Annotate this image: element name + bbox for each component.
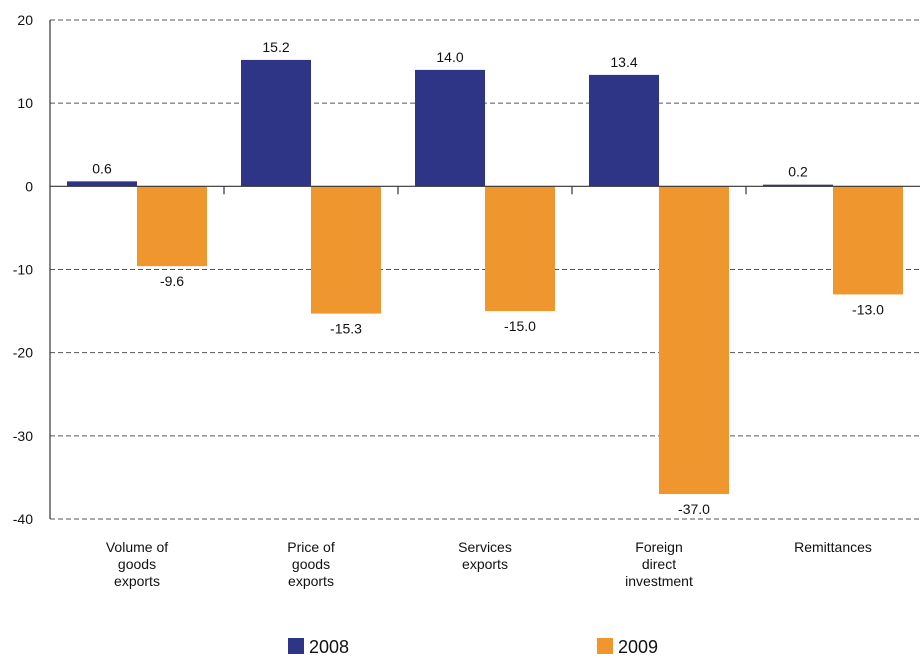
axes: [49, 20, 920, 519]
bar-2009: [311, 186, 381, 314]
bar-2008: [241, 59, 311, 187]
data-label: -9.6: [160, 273, 184, 289]
legend-item-2008: 2008: [288, 637, 349, 657]
data-label: 14.0: [436, 49, 463, 65]
category-labels: Volume of goods exports Price of goods export…: [106, 539, 872, 589]
y-tick-label: 0: [25, 178, 33, 194]
data-label: 0.2: [788, 164, 808, 180]
data-label: 15.2: [262, 39, 289, 55]
bar-2009: [137, 186, 207, 267]
bar-2008: [415, 69, 485, 187]
category-label: Foreign direct investment: [625, 539, 693, 589]
data-label: 0.6: [92, 160, 112, 176]
y-tick-label: -30: [13, 428, 33, 444]
data-label: -15.0: [504, 318, 536, 334]
bar-2008: [763, 184, 833, 187]
y-tick-label: 10: [17, 95, 33, 111]
y-tick-label: -20: [13, 345, 33, 361]
category-label: Price of goods exports: [287, 539, 335, 589]
bar-2008: [67, 181, 137, 187]
legend-swatch: [288, 638, 304, 654]
bar-2009: [833, 186, 903, 295]
legend-label: 2009: [618, 637, 658, 657]
bar-2009: [485, 186, 555, 312]
legend-item-2009: 2009: [597, 637, 658, 657]
category-label: Remittances: [794, 539, 872, 555]
bar-2008: [589, 74, 659, 187]
y-tick-label: -40: [13, 511, 33, 527]
category-label: Volume of goods exports: [106, 539, 168, 589]
data-labels: 0.6 -9.6 15.2 -15.3 14.0 -15.0 13.4 -37.0 0.2 -13…: [92, 39, 884, 517]
y-tick-label: 20: [17, 12, 33, 28]
legend-swatch: [597, 638, 613, 654]
data-label: -15.3: [330, 321, 362, 337]
bar-2009: [659, 186, 729, 495]
data-label: 13.4: [610, 54, 637, 70]
y-tick-label: -10: [13, 262, 33, 278]
category-label: Services exports: [458, 539, 512, 572]
legend-label: 2008: [309, 637, 349, 657]
data-label: -37.0: [678, 501, 710, 517]
legend: 2008 2009: [288, 637, 658, 657]
y-axis-ticks: 20 10 0 -10 -20 -30 -40: [13, 12, 33, 527]
data-label: -13.0: [852, 301, 884, 317]
bars: [67, 59, 903, 495]
